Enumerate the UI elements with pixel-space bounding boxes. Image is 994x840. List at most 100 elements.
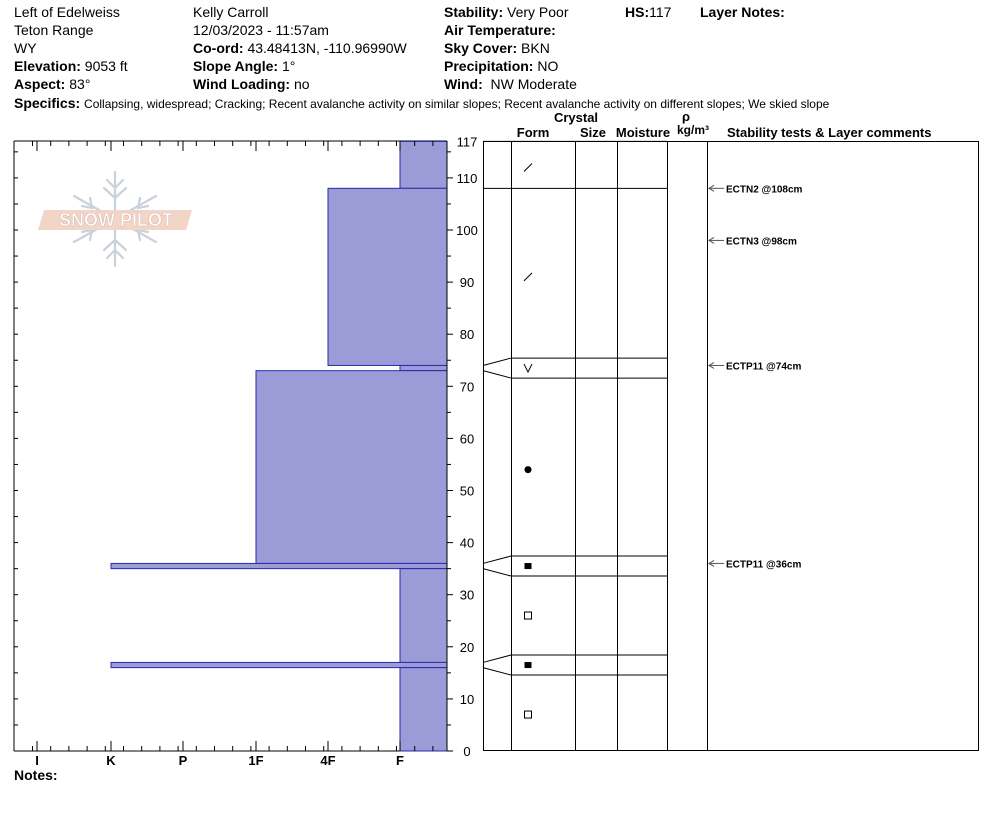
sky-cover-label: Sky Cover: xyxy=(444,40,518,56)
form-symbols xyxy=(523,163,533,719)
layer-boundary xyxy=(482,568,512,577)
notes-label: Notes: xyxy=(14,767,58,783)
hardness-tick-label: I xyxy=(35,753,39,768)
stability-field: Stability: Very Poor xyxy=(444,4,569,20)
precip-value: NO xyxy=(537,58,559,74)
depth-tick-label: 90 xyxy=(460,275,474,290)
stability-tests: ECTN2 @108cm ECTN3 @98cm ECTP11 @74cm ECTP1… xyxy=(708,184,803,570)
test-arrow-head xyxy=(708,236,715,244)
aspect-field: Aspect: 83° xyxy=(14,76,90,92)
depth-tick-label: 30 xyxy=(460,588,474,603)
aspect-label: Aspect: xyxy=(14,76,66,92)
layer-boundary xyxy=(482,654,512,663)
test-label: ECTN3 @98cm xyxy=(726,236,797,247)
air-temp-label: Air Temperature: xyxy=(444,22,556,38)
hardness-bar xyxy=(255,370,448,564)
header-tests: Stability tests & Layer comments xyxy=(727,125,931,140)
layer-notes-field: Layer Notes: xyxy=(700,4,785,20)
depth-tick-label: 110 xyxy=(457,171,478,186)
hs-label: HS: xyxy=(625,4,650,20)
header-form: Form xyxy=(517,125,550,140)
hardness-plot-frame xyxy=(13,140,447,752)
stability-value: Very Poor xyxy=(507,4,569,20)
slope-label: Slope Angle: xyxy=(193,58,279,74)
hs-value: 117 xyxy=(649,4,672,20)
depth-tick-label: 40 xyxy=(460,536,474,551)
elevation-value: 9053 ft xyxy=(84,58,128,74)
layer-boundaries xyxy=(482,140,667,676)
state-name: WY xyxy=(14,40,37,56)
specifics-label: Specifics: xyxy=(14,95,81,111)
hardness-tick-label: K xyxy=(106,753,116,768)
slope-field: Slope Angle: 1° xyxy=(193,58,295,74)
layer-boundary xyxy=(482,667,512,676)
depth-tick-label: 117 xyxy=(457,134,478,149)
stability-label: Stability: xyxy=(444,4,504,20)
hardness-bar xyxy=(327,187,448,366)
form-symbol xyxy=(524,466,532,474)
depth-tick-label: 70 xyxy=(460,379,474,394)
coord-field: Co-ord: 43.48413N, -110.96990W xyxy=(193,40,407,56)
test-arrow-head xyxy=(708,184,715,192)
depth-axis: 0 10 20 30 40 50 60 70 80 90 100 110 117 xyxy=(14,134,478,759)
test-label: ECTN2 @108cm xyxy=(726,184,803,195)
header-crystal: Crystal xyxy=(554,110,598,125)
form-symbol xyxy=(524,662,532,669)
form-symbol xyxy=(523,363,533,374)
depth-tick-label: 100 xyxy=(456,223,478,238)
hardness-bar xyxy=(399,364,448,372)
hardness-bars xyxy=(110,140,448,752)
table-headers: Crystal Form Size Moisture ρ kg/m³ Stabi… xyxy=(517,109,932,140)
wind-value: NW Moderate xyxy=(490,76,577,92)
elevation-field: Elevation: 9053 ft xyxy=(14,58,128,74)
sky-cover-value: BKN xyxy=(521,40,550,56)
layer-notes-label: Layer Notes: xyxy=(700,4,785,20)
observer-name: Kelly Carroll xyxy=(193,4,269,20)
hardness-tick-label: 4F xyxy=(320,753,335,768)
test-label: ECTP11 @74cm xyxy=(726,361,801,372)
wind-field: Wind: NW Moderate xyxy=(444,76,577,92)
test-arrow-head xyxy=(708,560,715,567)
slope-value: 1° xyxy=(281,58,296,74)
form-symbol xyxy=(523,163,533,172)
hardness-bar xyxy=(399,667,448,752)
hardness-tick-label: 1F xyxy=(248,753,263,768)
test-arrow-head xyxy=(708,362,715,369)
observation-datetime: 12/03/2023 - 11:57am xyxy=(193,22,329,38)
precip-label: Precipitation: xyxy=(444,58,534,74)
wind-loading-label: Wind Loading: xyxy=(193,76,291,92)
layer-boundary xyxy=(482,370,512,379)
header-density-unit: kg/m³ xyxy=(677,123,709,137)
sky-cover-field: Sky Cover: BKN xyxy=(444,40,550,56)
form-symbol xyxy=(523,272,533,282)
hardness-bar xyxy=(399,140,448,189)
layer-boundary xyxy=(482,555,512,564)
wind-label: Wind: xyxy=(444,76,483,92)
hardness-ticks: I K P 1F 4F F xyxy=(32,141,434,768)
precip-field: Precipitation: NO xyxy=(444,58,558,74)
elevation-label: Elevation: xyxy=(14,58,81,74)
hardness-tick-label: F xyxy=(396,753,404,768)
specifics-field: Specifics: Collapsing, widespread; Crack… xyxy=(14,95,829,111)
wind-loading-value: no xyxy=(293,76,310,92)
hs-field: HS:117 xyxy=(625,4,671,20)
wind-loading-field: Wind Loading: no xyxy=(193,76,310,92)
logo-text: SNOW PILOT xyxy=(59,210,173,230)
depth-tick-label: 20 xyxy=(460,640,474,655)
specifics-value: Collapsing, widespread; Cracking; Recent… xyxy=(84,97,830,111)
coord-label: Co-ord: xyxy=(193,40,244,56)
hardness-bar xyxy=(110,562,448,570)
location-name: Left of Edelweiss xyxy=(14,4,120,20)
coord-value: 43.48413N, -110.96990W xyxy=(247,40,407,56)
header-size: Size xyxy=(580,125,606,140)
snowpilot-logo: SNOW PILOT xyxy=(38,170,192,268)
form-symbol xyxy=(524,563,532,570)
hardness-tick-label: P xyxy=(179,753,188,768)
form-symbol xyxy=(524,710,532,719)
range-name: Teton Range xyxy=(14,22,94,38)
hardness-bar xyxy=(399,568,448,663)
depth-tick-label: 10 xyxy=(460,692,474,707)
grain-table xyxy=(483,141,979,751)
layer-boundary xyxy=(482,357,512,366)
